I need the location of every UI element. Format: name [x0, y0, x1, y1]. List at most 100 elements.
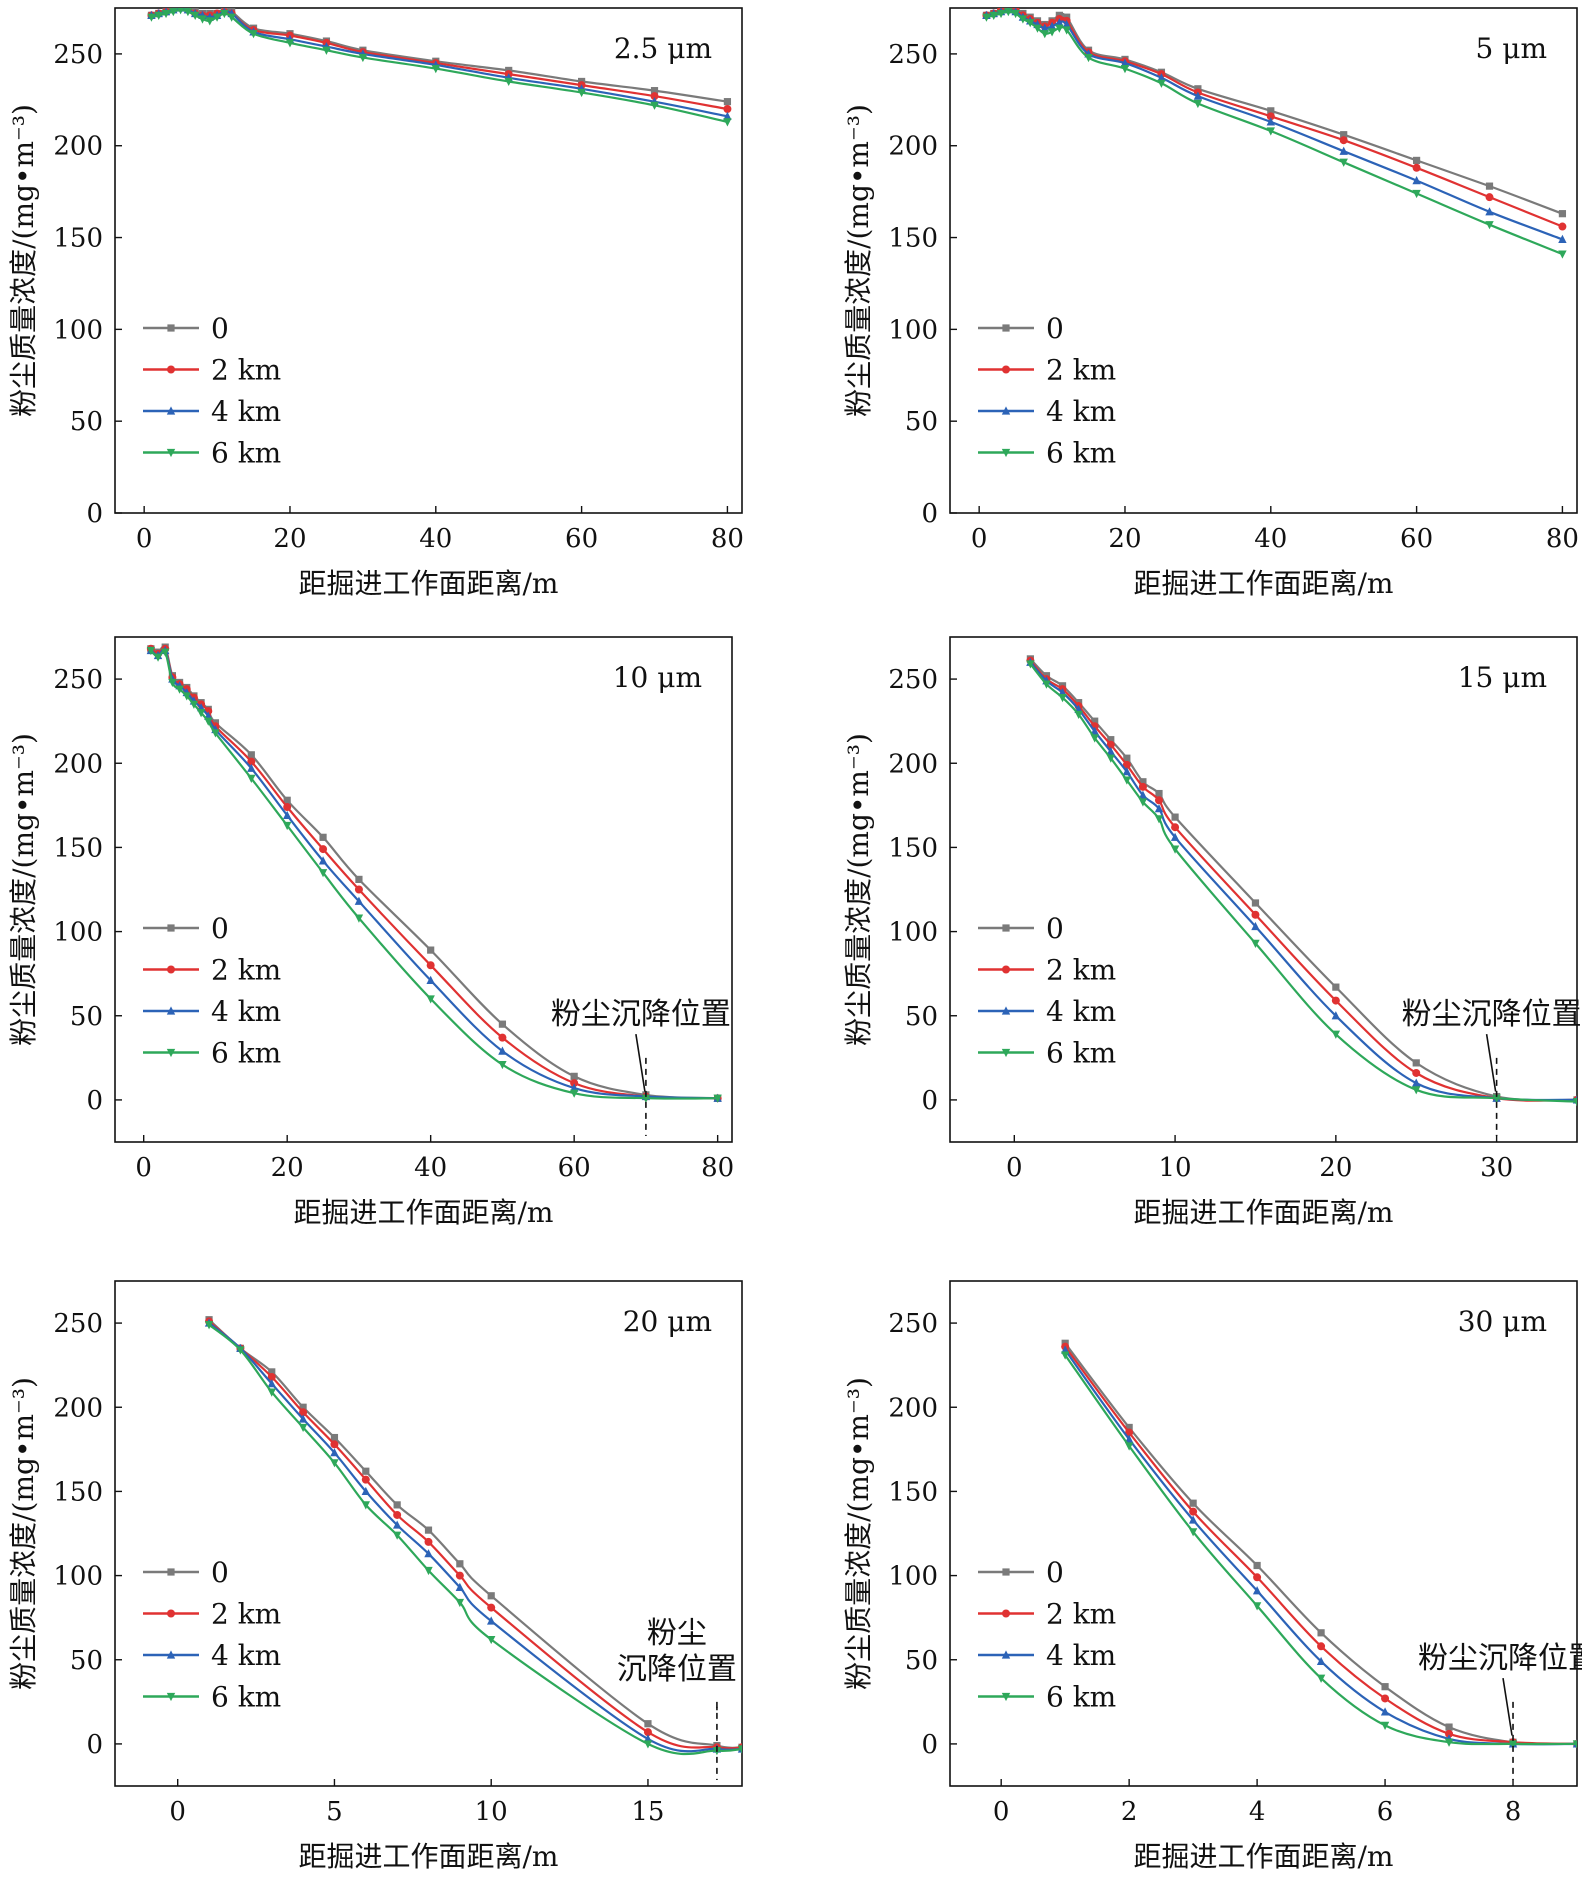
data-point	[147, 13, 156, 22]
legend-label: 4 km	[211, 1639, 281, 1672]
y-tick-label: 50	[70, 1646, 103, 1676]
legend-label: 2 km	[1046, 354, 1116, 387]
data-point	[424, 1537, 433, 1546]
data-point	[330, 1459, 339, 1468]
panel-label: 10 μm	[613, 661, 702, 694]
data-point	[393, 1510, 402, 1519]
data-point	[205, 17, 214, 26]
y-axis-label: 粉尘质量浓度/(mg•m⁻³)	[842, 104, 875, 417]
x-tick-label: 4	[1249, 1797, 1266, 1827]
data-point	[198, 15, 207, 24]
data-point	[1124, 1434, 1134, 1443]
annotation-line-2: 沉降位置	[617, 1652, 737, 1687]
series-line-1	[1029, 658, 1577, 1102]
data-point	[1062, 26, 1071, 35]
data-point	[322, 46, 331, 55]
data-point	[487, 1592, 495, 1600]
data-point	[1138, 790, 1148, 799]
legend-item-1: 0	[143, 912, 229, 945]
data-point	[153, 653, 163, 662]
data-point	[577, 88, 586, 98]
legend-item-1: 0	[978, 312, 1064, 345]
data-point	[1380, 1707, 1390, 1716]
data-point	[1074, 710, 1083, 720]
legend-swatch-marker	[166, 1006, 176, 1015]
data-point	[1004, 8, 1013, 17]
y-tick-label: 250	[888, 40, 938, 70]
series-line-4	[1029, 663, 1577, 1103]
plot-frame	[949, 7, 1578, 514]
legend-swatch-marker	[166, 448, 176, 458]
legend-label: 0	[211, 912, 229, 945]
y-tick-label: 50	[905, 1002, 938, 1032]
legend-item-4: 6 km	[978, 437, 1116, 470]
series-line-1	[1064, 1342, 1577, 1746]
legend-item-1: 0	[978, 912, 1064, 945]
series-group	[146, 643, 722, 1103]
legend-label: 6 km	[1046, 1681, 1116, 1714]
x-tick-label: 0	[1006, 1153, 1023, 1183]
y-tick-label: 0	[921, 499, 938, 529]
data-point	[267, 1372, 276, 1381]
data-point	[1026, 660, 1035, 669]
data-point	[1331, 996, 1340, 1005]
data-point	[723, 105, 732, 113]
legend-label: 2 km	[211, 1598, 281, 1631]
data-point	[737, 1745, 742, 1754]
data-point	[168, 678, 177, 688]
annotation-text: 粉尘沉降位置	[1418, 1641, 1582, 1676]
data-point	[361, 1501, 370, 1510]
data-point	[1106, 746, 1115, 756]
y-tick-label: 100	[888, 918, 938, 948]
data-point	[1485, 193, 1494, 202]
data-point	[498, 1033, 507, 1042]
y-tick-label: 250	[888, 1309, 938, 1339]
legend-label: 6 km	[1046, 437, 1116, 470]
legend-item-4: 6 km	[143, 1037, 281, 1070]
data-point	[569, 1089, 579, 1098]
data-point	[247, 774, 256, 783]
data-point	[1157, 73, 1166, 82]
data-point	[498, 1046, 507, 1055]
data-point	[283, 803, 292, 812]
panel-label: 2.5 μm	[614, 32, 712, 65]
series-line-2	[1029, 659, 1577, 1102]
legend-label: 4 km	[1046, 1639, 1116, 1672]
y-tick-label: 50	[70, 1002, 103, 1032]
x-tick-label: 0	[169, 1797, 186, 1827]
data-point	[354, 914, 364, 923]
y-tick-label: 50	[70, 407, 103, 437]
data-point	[1558, 234, 1567, 243]
data-point	[298, 1414, 308, 1423]
y-tick-label: 150	[888, 1477, 938, 1507]
data-point	[361, 1475, 370, 1484]
data-point	[1331, 1030, 1341, 1039]
legend-label: 4 km	[211, 395, 281, 428]
settling-annotation: 粉尘沉降位置	[617, 1616, 737, 1780]
data-point	[1412, 1078, 1421, 1087]
data-point	[1120, 58, 1130, 67]
data-point	[1154, 815, 1164, 824]
legend-label: 6 km	[211, 1681, 281, 1714]
data-point	[1317, 1629, 1325, 1637]
legend-swatch-marker	[1001, 1048, 1011, 1058]
data-point	[177, 8, 184, 15]
x-tick-label: 0	[135, 1153, 152, 1183]
legend-label: 6 km	[211, 437, 281, 470]
legend-swatch-marker	[166, 1650, 176, 1659]
y-tick-label: 150	[53, 224, 103, 254]
data-point	[267, 1388, 276, 1397]
x-tick-label: 10	[1159, 1153, 1192, 1183]
legend-swatch-marker	[1002, 1568, 1010, 1576]
legend-label: 4 km	[1046, 395, 1116, 428]
legend-label: 0	[1046, 912, 1064, 945]
data-point	[358, 53, 368, 63]
legend-item-2: 2 km	[143, 354, 281, 387]
y-tick-label: 150	[53, 1477, 103, 1507]
data-point	[1125, 1423, 1133, 1432]
data-point	[1090, 734, 1099, 743]
data-point	[393, 1501, 401, 1509]
data-point	[249, 30, 258, 39]
data-point	[330, 1433, 339, 1442]
data-point	[1189, 1499, 1197, 1507]
